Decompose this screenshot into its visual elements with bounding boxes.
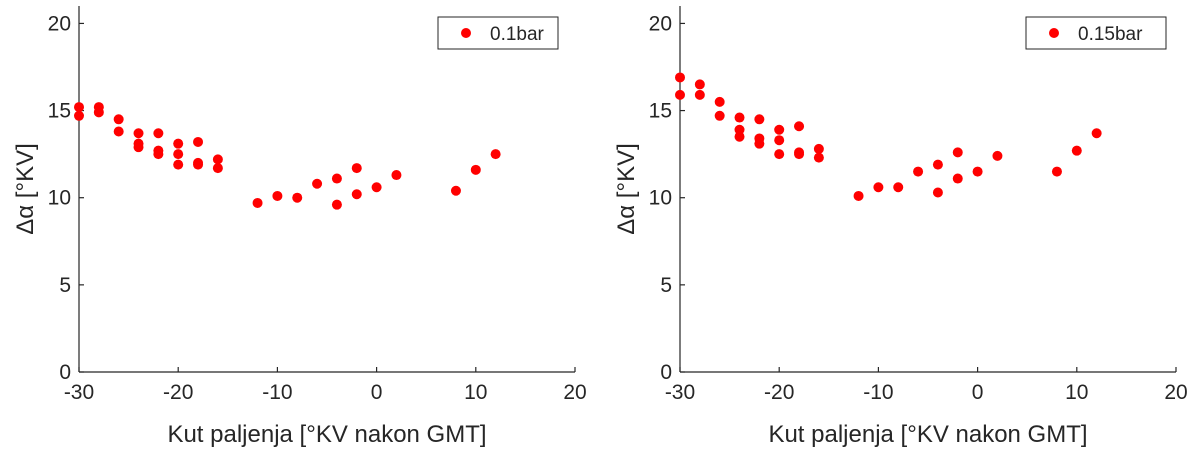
data-point xyxy=(694,89,705,100)
data-point xyxy=(173,159,184,170)
data-point xyxy=(734,124,745,135)
x-tick-label: 0 xyxy=(371,381,383,404)
data-point xyxy=(173,138,184,149)
data-point xyxy=(774,149,785,160)
data-point xyxy=(351,163,362,174)
legend-box xyxy=(1025,16,1167,50)
y-tick-label: 20 xyxy=(649,12,672,35)
data-point xyxy=(813,152,824,163)
data-point xyxy=(312,178,323,189)
data-point xyxy=(113,126,124,137)
data-point xyxy=(1071,145,1082,156)
data-point xyxy=(675,72,685,83)
data-point xyxy=(212,163,223,174)
x-tick-label: 10 xyxy=(464,381,487,404)
x-tick-label: -30 xyxy=(64,381,94,404)
data-point xyxy=(212,154,223,165)
data-point xyxy=(932,187,943,198)
legend-label: 0.1bar xyxy=(490,24,545,45)
y-tick-label: 10 xyxy=(48,187,71,210)
x-tick-label: -20 xyxy=(764,381,794,404)
data-point xyxy=(992,150,1003,161)
data-point xyxy=(173,149,184,160)
data-point xyxy=(153,149,164,160)
data-point xyxy=(734,131,745,142)
data-point xyxy=(490,149,501,160)
data-point xyxy=(794,149,805,160)
data-point xyxy=(952,147,963,158)
data-point xyxy=(331,199,342,210)
data-point xyxy=(913,166,924,177)
data-point xyxy=(450,185,461,196)
y-tick-label: 5 xyxy=(59,274,71,297)
data-point xyxy=(972,166,983,177)
data-point xyxy=(351,189,362,200)
y-tick-label: 15 xyxy=(48,100,71,123)
x-tick-label: -20 xyxy=(163,381,193,404)
y-tick-label: 20 xyxy=(48,12,71,35)
data-point xyxy=(714,96,725,107)
data-point xyxy=(193,136,204,147)
data-point xyxy=(794,121,805,132)
data-point xyxy=(952,173,963,184)
x-tick-label: -10 xyxy=(863,381,893,404)
data-point xyxy=(853,190,864,201)
legend-box xyxy=(437,16,559,50)
y-tick-label: 5 xyxy=(660,274,672,297)
data-point xyxy=(774,135,785,146)
data-point xyxy=(74,102,84,113)
data-point xyxy=(391,170,402,181)
data-point xyxy=(272,190,283,201)
data-point xyxy=(153,128,164,139)
data-point xyxy=(754,138,765,149)
legend-marker xyxy=(461,28,471,38)
data-point xyxy=(893,182,904,193)
data-point xyxy=(714,110,725,121)
y-tick-label: 10 xyxy=(649,187,672,210)
data-point xyxy=(932,159,943,170)
data-point xyxy=(774,124,785,135)
data-point xyxy=(371,182,382,193)
x-tick-label: 20 xyxy=(563,381,586,404)
x-tick-label: 10 xyxy=(1065,381,1088,404)
data-point xyxy=(193,159,204,170)
data-point xyxy=(133,128,144,139)
data-point xyxy=(470,164,481,175)
data-point xyxy=(133,142,144,153)
data-point xyxy=(292,192,303,203)
data-point xyxy=(252,197,263,208)
x-tick-label: -10 xyxy=(262,381,292,404)
y-tick-label: 0 xyxy=(59,361,71,384)
x-tick-label: -30 xyxy=(665,381,695,404)
data-point xyxy=(74,110,84,121)
data-point xyxy=(734,112,745,123)
data-point xyxy=(331,173,342,184)
data-point xyxy=(113,114,124,125)
left-scatter-panel: -30 -20 -10 0 10 20 0 5 10 15 20 Kut paljenja [°KV … xyxy=(12,6,587,448)
data-point xyxy=(754,114,765,125)
right-scatter-panel: -30 -20 -10 0 10 20 0 5 10 15 20 Kut paljenja [°KV … xyxy=(613,6,1188,448)
x-tick-label: 20 xyxy=(1164,381,1187,404)
y-tick-label: 0 xyxy=(660,361,672,384)
legend-marker xyxy=(1049,28,1059,38)
x-axis-label: Kut paljenja [°KV nakon GMT] xyxy=(768,421,1087,448)
y-axis-label: Δα [°KV] xyxy=(12,143,39,235)
data-point xyxy=(93,107,104,118)
data-point xyxy=(873,182,884,193)
data-point xyxy=(1051,166,1062,177)
x-tick-label: 0 xyxy=(972,381,984,404)
data-point xyxy=(1091,128,1102,139)
data-point xyxy=(694,79,705,90)
y-tick-label: 15 xyxy=(649,100,672,123)
data-point xyxy=(675,89,685,100)
x-axis-label: Kut paljenja [°KV nakon GMT] xyxy=(167,421,486,448)
legend-label: 0.15bar xyxy=(1078,24,1143,45)
y-axis-label: Δα [°KV] xyxy=(613,143,640,235)
data-point xyxy=(813,143,824,154)
